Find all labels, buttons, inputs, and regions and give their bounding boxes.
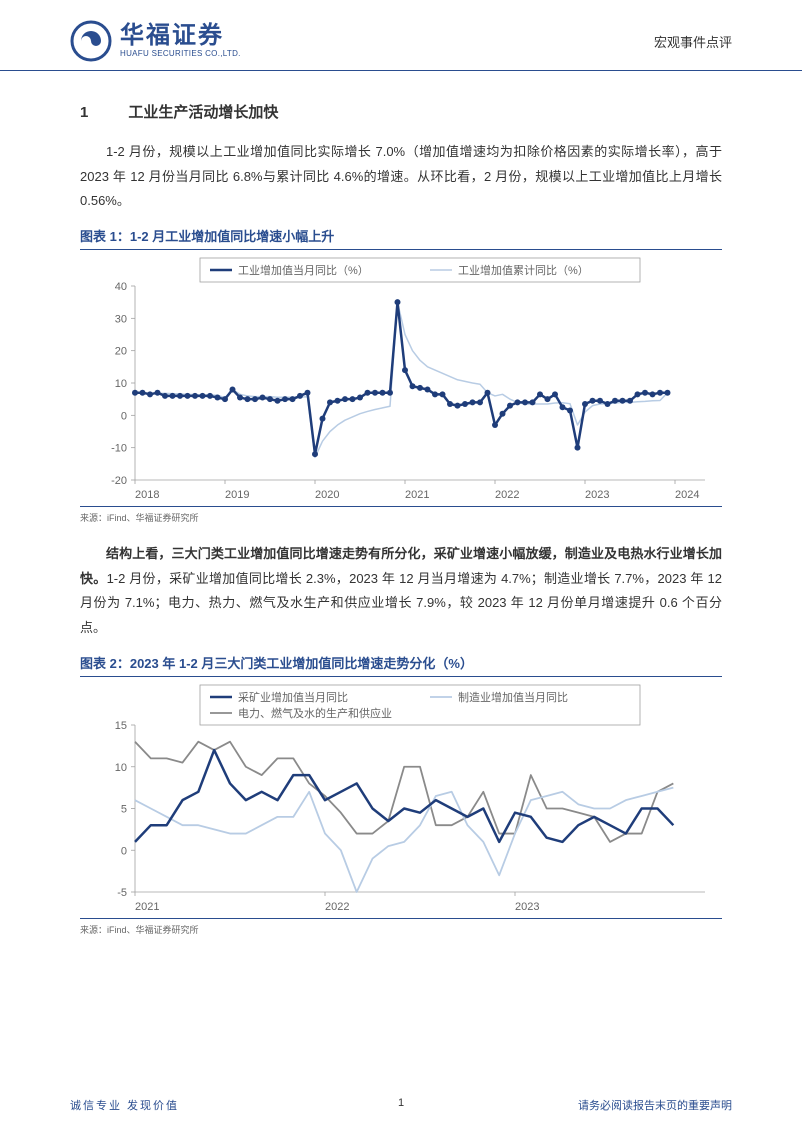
svg-text:10: 10 bbox=[115, 762, 127, 774]
content: 1 工业生产活动增长加快 1-2 月份，规模以上工业增加值同比实际增长 7.0%… bbox=[0, 71, 802, 936]
svg-text:2020: 2020 bbox=[315, 489, 339, 501]
svg-text:采矿业增加值当月同比: 采矿业增加值当月同比 bbox=[238, 690, 348, 704]
svg-text:2024: 2024 bbox=[675, 489, 699, 501]
svg-text:10: 10 bbox=[115, 378, 127, 390]
svg-text:5: 5 bbox=[121, 803, 127, 815]
header-category: 宏观事件点评 bbox=[654, 32, 732, 51]
section-heading: 工业生产活动增长加快 bbox=[128, 101, 278, 122]
section-1-title: 1 工业生产活动增长加快 bbox=[80, 101, 722, 122]
svg-text:电力、燃气及水的生产和供应业: 电力、燃气及水的生产和供应业 bbox=[238, 706, 392, 720]
svg-text:2023: 2023 bbox=[515, 901, 539, 913]
chart-2-source: 来源：iFind、华福证券研究所 bbox=[80, 923, 722, 936]
footer-left: 诚信专业 发现价值 bbox=[70, 1097, 179, 1113]
svg-text:30: 30 bbox=[115, 313, 127, 325]
logo-en: HUAFU SECURITIES CO.,LTD. bbox=[120, 50, 241, 58]
paragraph-1: 1-2 月份，规模以上工业增加值同比实际增长 7.0%（增加值增速均为扣除价格因… bbox=[80, 140, 722, 214]
svg-text:0: 0 bbox=[121, 410, 127, 422]
chart-2-title: 图表 2：2023 年 1-2 月三大门类工业增加值同比增速走势分化（%） bbox=[80, 653, 722, 677]
svg-text:工业增加值累计同比（%）: 工业增加值累计同比（%） bbox=[458, 263, 589, 277]
logo-icon bbox=[70, 20, 112, 62]
svg-text:-10: -10 bbox=[111, 443, 127, 455]
svg-text:-20: -20 bbox=[111, 475, 127, 487]
chart-1: 工业增加值当月同比（%） 工业增加值累计同比（%） -20 -10 0 10 20 30 40 2… bbox=[80, 254, 720, 504]
svg-text:15: 15 bbox=[115, 720, 127, 732]
chart-2-wrap: 采矿业增加值当月同比 制造业增加值当月同比电力、燃气及水的生产和供应业 -5 0 5 10… bbox=[80, 681, 722, 919]
chart-1-title: 图表 1：1-2 月工业增加值同比增速小幅上升 bbox=[80, 226, 722, 250]
logo-text: 华福证券 HUAFU SECURITIES CO.,LTD. bbox=[120, 24, 241, 58]
svg-text:2022: 2022 bbox=[325, 901, 349, 913]
footer-right: 请务必阅读报告末页的重要声明 bbox=[578, 1097, 732, 1113]
chart-2: 采矿业增加值当月同比 制造业增加值当月同比电力、燃气及水的生产和供应业 -5 0 5 10… bbox=[80, 681, 720, 916]
section-number: 1 bbox=[80, 104, 88, 121]
chart-1-wrap: 工业增加值当月同比（%） 工业增加值累计同比（%） -20 -10 0 10 20 30 40 2… bbox=[80, 254, 722, 507]
chart-1-source: 来源：iFind、华福证券研究所 bbox=[80, 511, 722, 524]
logo-cn: 华福证券 bbox=[120, 24, 241, 48]
svg-text:2019: 2019 bbox=[225, 489, 249, 501]
svg-text:20: 20 bbox=[115, 346, 127, 358]
page-number: 1 bbox=[398, 1097, 404, 1109]
page-footer: 诚信专业 发现价值 1 请务必阅读报告末页的重要声明 bbox=[0, 1097, 802, 1113]
svg-text:2022: 2022 bbox=[495, 489, 519, 501]
svg-text:40: 40 bbox=[115, 281, 127, 293]
logo-block: 华福证券 HUAFU SECURITIES CO.,LTD. bbox=[70, 20, 241, 62]
svg-text:制造业增加值当月同比: 制造业增加值当月同比 bbox=[458, 690, 568, 704]
svg-text:工业增加值当月同比（%）: 工业增加值当月同比（%） bbox=[238, 263, 369, 277]
svg-text:2021: 2021 bbox=[405, 489, 429, 501]
svg-text:2021: 2021 bbox=[135, 901, 159, 913]
paragraph-2: 结构上看，三大门类工业增加值同比增速走势有所分化，采矿业增速小幅放缓，制造业及电… bbox=[80, 542, 722, 641]
page-header: 华福证券 HUAFU SECURITIES CO.,LTD. 宏观事件点评 bbox=[0, 0, 802, 71]
paragraph-2-rest: 1-2 月份，采矿业增加值同比增长 2.3%，2023 年 12 月当月增速为 … bbox=[80, 571, 722, 635]
svg-text:0: 0 bbox=[121, 845, 127, 857]
svg-text:2018: 2018 bbox=[135, 489, 159, 501]
svg-text:-5: -5 bbox=[117, 887, 127, 899]
svg-text:2023: 2023 bbox=[585, 489, 609, 501]
